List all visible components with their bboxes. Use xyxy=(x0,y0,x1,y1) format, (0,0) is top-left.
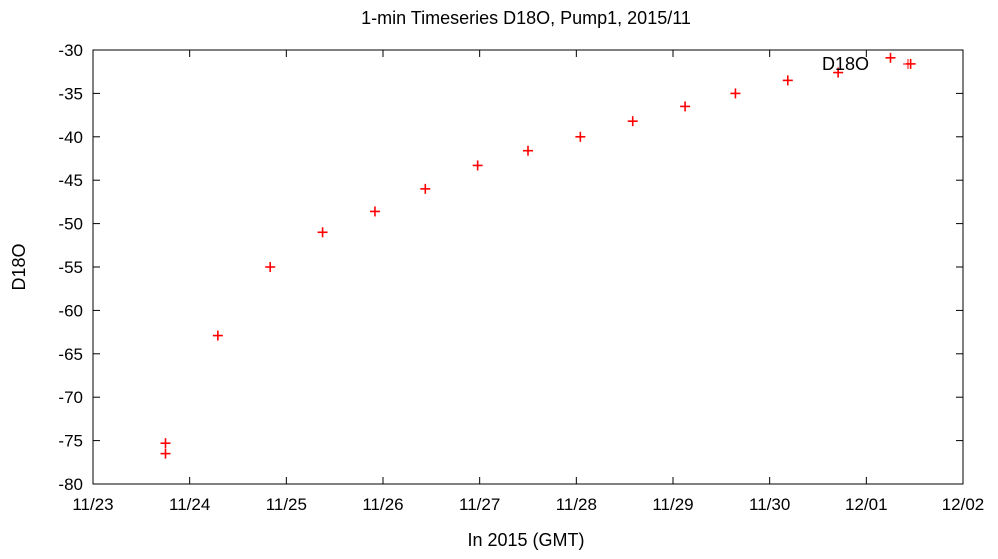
data-point xyxy=(575,131,586,142)
x-tick-label: 12/02 xyxy=(942,495,985,514)
data-point xyxy=(317,227,328,238)
legend-entry-d18o: D18O xyxy=(822,54,869,74)
data-point xyxy=(420,183,431,194)
x-tick-label: 11/24 xyxy=(169,495,210,514)
y-tick-label: -45 xyxy=(58,171,83,190)
data-point xyxy=(160,448,171,459)
data-point xyxy=(782,75,793,86)
x-axis: 11/23 11/24 11/25 11/26 11/27 11/28 11/29 11/30… xyxy=(72,50,984,514)
x-tick-label: 11/25 xyxy=(266,495,307,514)
data-point xyxy=(212,330,223,341)
data-point xyxy=(680,101,691,112)
x-tick-label: 11/26 xyxy=(362,495,403,514)
plot-frame xyxy=(92,49,964,485)
data-point xyxy=(472,160,483,171)
y-axis-label: D18O xyxy=(9,243,29,290)
x-tick-label: 11/23 xyxy=(72,495,113,514)
y-tick-label: -40 xyxy=(58,128,83,147)
y-tick-label: -75 xyxy=(58,432,83,451)
data-point xyxy=(160,438,171,449)
data-point xyxy=(885,52,896,63)
x-axis-label: In 2015 (GMT) xyxy=(467,530,584,550)
chart-title: 1-min Timeseries D18O, Pump1, 2015/11 xyxy=(361,8,691,28)
data-point xyxy=(833,67,844,78)
data-points xyxy=(160,52,916,459)
data-point xyxy=(369,206,380,217)
y-axis: -30 -35 -40 -45 -50 -55 -60 -65 -70 -75 -80 xyxy=(58,41,963,494)
y-tick-label: -70 xyxy=(58,388,83,407)
y-tick-label: -60 xyxy=(58,301,83,320)
x-tick-label: 11/29 xyxy=(652,495,693,514)
x-tick-label: 11/30 xyxy=(749,495,790,514)
y-tick-label: -80 xyxy=(58,475,83,494)
data-point xyxy=(265,262,276,272)
y-tick-label: -65 xyxy=(58,345,83,364)
data-point xyxy=(627,116,638,127)
legend-marker xyxy=(903,59,913,69)
x-tick-label: 11/27 xyxy=(459,495,500,514)
y-tick-label: -35 xyxy=(58,84,83,103)
x-tick-label: 11/28 xyxy=(556,495,597,514)
data-point xyxy=(523,145,533,156)
y-tick-label: -50 xyxy=(58,215,83,234)
y-tick-label: -30 xyxy=(58,41,83,60)
x-tick-label: 12/01 xyxy=(845,495,888,514)
y-tick-label: -55 xyxy=(58,258,83,277)
data-point xyxy=(730,88,741,99)
